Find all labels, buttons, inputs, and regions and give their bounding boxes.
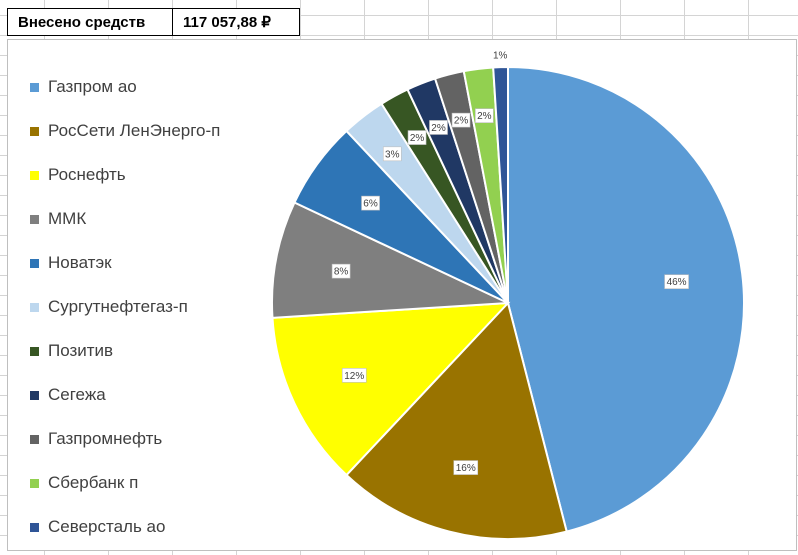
data-label: 3% [385, 149, 400, 160]
legend-swatch [30, 302, 39, 312]
pie-slice[interactable] [507, 65, 745, 533]
data-label-box [475, 108, 494, 123]
data-label: 6% [363, 199, 378, 210]
contribution-label[interactable]: Внесено средств [8, 9, 173, 35]
data-label-box [451, 112, 471, 128]
data-label: 8% [334, 267, 349, 278]
data-label-box [664, 274, 689, 290]
pie-slice[interactable] [345, 300, 568, 540]
legend-item[interactable]: Новатэк [30, 241, 220, 285]
data-label-box [382, 146, 402, 162]
data-label: 46% [667, 277, 687, 288]
legend-swatch [30, 346, 39, 356]
legend-label: Газпром ао [48, 77, 137, 96]
data-label-box [429, 120, 448, 135]
contribution-summary: Внесено средств 117 057,88 ₽ [7, 8, 300, 36]
data-label: 2% [454, 116, 469, 127]
legend-label: Сургутнефтегаз-п [48, 297, 188, 316]
data-label-box [407, 130, 427, 145]
pie-slice[interactable] [492, 65, 509, 304]
legend-swatch [30, 434, 39, 444]
legend-item[interactable]: Газпром ао [30, 65, 220, 109]
legend-swatch [30, 478, 39, 488]
legend-item[interactable]: Роснефть [30, 153, 220, 197]
legend-item[interactable]: Северсталь ао [30, 505, 220, 549]
pie-slice[interactable] [271, 201, 509, 319]
legend-swatch [30, 170, 39, 180]
legend-item[interactable]: Сбербанк п [30, 461, 220, 505]
data-label: 12% [344, 371, 364, 382]
data-label: 1% [493, 51, 508, 62]
contribution-value[interactable]: 117 057,88 ₽ [183, 14, 271, 31]
legend-label: Новатэк [48, 253, 112, 272]
legend-swatch [30, 390, 39, 400]
data-label: 2% [477, 111, 492, 122]
legend-swatch [30, 82, 39, 92]
chart-legend: Газпром ао РосСети ЛенЭнерго-п Роснефть ММК… [30, 65, 220, 549]
data-label: 2% [410, 133, 425, 144]
pie-slice[interactable] [271, 301, 511, 477]
data-label-box [331, 263, 351, 279]
legend-swatch [30, 522, 39, 532]
legend-label: Позитив [48, 341, 114, 360]
data-label-box [361, 195, 380, 211]
legend-label: Газпромнефть [48, 429, 163, 448]
chart-area[interactable]: Газпром ао РосСети ЛенЭнерго-п Роснефть ММК… [7, 39, 797, 551]
legend-swatch [30, 258, 39, 268]
legend-item[interactable]: Сургутнефтегаз-п [30, 285, 220, 329]
data-label-box [453, 460, 479, 475]
legend-label: Северсталь ао [48, 517, 166, 536]
legend-label: Сегежа [48, 385, 106, 404]
pie-chart[interactable]: 46% 16% 12% 8% 6% 3% 2% 2% 2% 2% 1% [8, 40, 796, 550]
data-label-box [341, 368, 367, 383]
data-label: 16% [456, 463, 476, 474]
data-label: 2% [431, 123, 446, 134]
legend-label: РосСети ЛенЭнерго-п [48, 121, 221, 140]
legend-item[interactable]: Сегежа [30, 373, 220, 417]
legend-swatch [30, 214, 39, 224]
legend-item[interactable]: Газпромнефть [30, 417, 220, 461]
legend-item[interactable]: Позитив [30, 329, 220, 373]
legend-item[interactable]: РосСети ЛенЭнерго-п [30, 109, 220, 153]
legend-swatch [30, 126, 39, 136]
legend-item[interactable]: ММК [30, 197, 220, 241]
legend-label: Сбербанк п [48, 473, 139, 492]
legend-label: ММК [48, 209, 87, 228]
legend-label: Роснефть [48, 165, 126, 184]
